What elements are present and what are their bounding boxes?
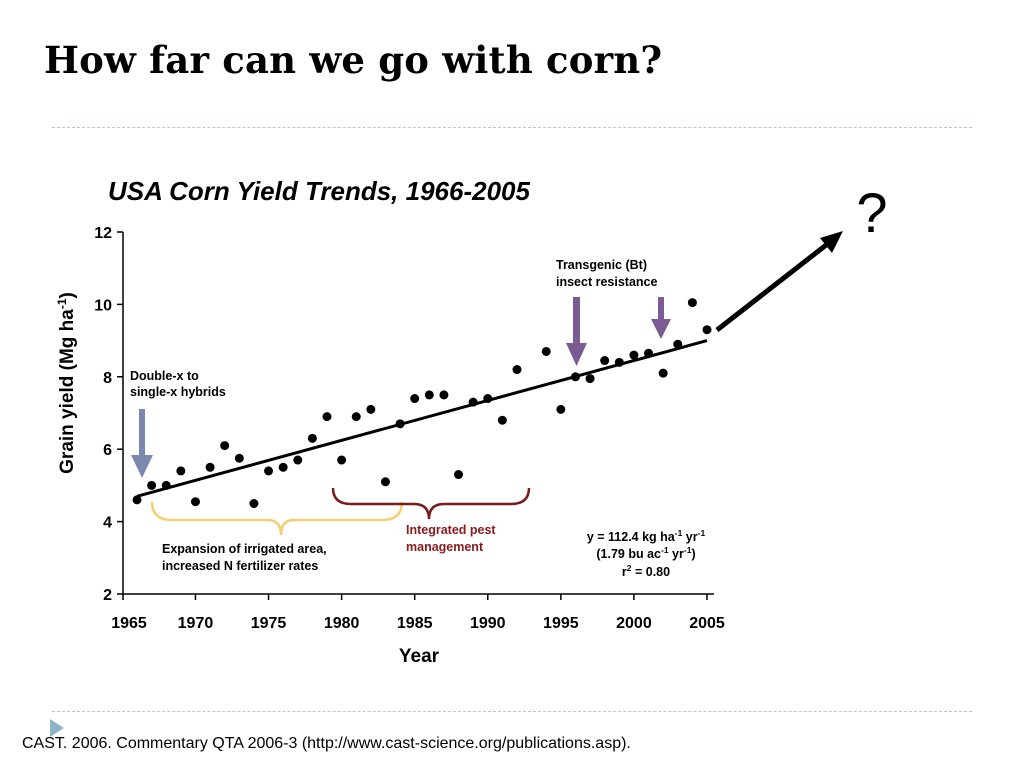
y-tick-label: 4 (103, 515, 112, 532)
data-point (234, 453, 244, 463)
data-point (337, 455, 347, 465)
bt-arrow-2002 (651, 297, 671, 339)
x-tick-label: 2005 (689, 615, 725, 632)
data-point (190, 497, 200, 507)
question-mark: ? (856, 181, 887, 244)
data-point (351, 412, 361, 422)
data-point (556, 404, 566, 414)
annotation-irrigation: Expansion of irrigated area, increased N… (162, 542, 330, 573)
hybrids-arrow (131, 409, 153, 478)
data-point (205, 462, 215, 472)
y-tick-label: 12 (94, 225, 112, 242)
x-axis-label: Year (399, 646, 440, 667)
trend-line (136, 339, 708, 498)
data-point (687, 298, 697, 308)
data-point (264, 466, 274, 476)
data-point (410, 394, 420, 404)
data-point (424, 390, 434, 400)
data-point (322, 412, 332, 422)
data-point (293, 455, 303, 465)
x-tick-label: 1970 (178, 615, 214, 632)
bullet-triangle-icon (50, 719, 64, 737)
data-point (439, 390, 449, 400)
y-tick-label: 6 (103, 442, 112, 459)
data-point (483, 394, 493, 404)
annotation-bt: Transgenic (Bt) insect resistance (556, 258, 657, 289)
data-point (380, 477, 390, 487)
data-point (278, 462, 288, 472)
x-tick-label: 1980 (324, 615, 360, 632)
data-point (132, 495, 142, 505)
data-point (147, 480, 157, 490)
x-tick-label: 1985 (397, 615, 433, 632)
bottom-divider (52, 711, 972, 712)
data-point (658, 368, 668, 378)
y-axis-label: Grain yield (Mg ha-1) (55, 292, 78, 474)
data-point (220, 441, 230, 451)
slide-title: How far can we go with corn? (44, 38, 663, 82)
data-point (307, 433, 317, 443)
data-point (512, 365, 522, 375)
data-point (497, 415, 507, 425)
bt-arrow-1996 (566, 297, 587, 366)
ipm-brace (331, 487, 531, 520)
x-tick-label: 1975 (251, 615, 287, 632)
data-point (585, 374, 595, 384)
annotation-ipm: Integrated pest management (406, 523, 499, 554)
data-point (176, 466, 186, 476)
y-tick-label: 10 (94, 297, 112, 314)
top-divider (52, 127, 972, 128)
y-tick-label: 8 (103, 370, 112, 387)
data-point (570, 372, 580, 382)
data-point (644, 348, 654, 358)
irrigation-brace (150, 501, 404, 536)
data-point (541, 346, 551, 356)
data-point (395, 419, 405, 429)
regression-r-squared: r2 = 0.80 (622, 563, 670, 579)
data-point (468, 397, 478, 407)
data-point (161, 480, 171, 490)
data-point (249, 499, 259, 508)
regression-equation-line1: y = 112.4 kg ha-1 yr-1 (587, 528, 706, 544)
citation-text: CAST. 2006. Commentary QTA 2006-3 (http:… (22, 735, 631, 752)
x-tick-label: 2000 (616, 615, 652, 632)
regression-equation-line2: (1.79 bu ac-1 yr-1) (596, 545, 695, 561)
data-point (600, 356, 610, 366)
data-point (454, 470, 464, 480)
data-point (629, 350, 639, 360)
x-tick-label: 1965 (111, 615, 147, 632)
data-point (673, 339, 683, 349)
data-point (702, 325, 712, 335)
future-trend-arrow (715, 231, 843, 332)
annotation-hybrids: Double-x to single-x hybrids (130, 369, 226, 399)
data-point (614, 357, 624, 367)
x-tick-label: 1990 (470, 615, 506, 632)
chart-title: USA Corn Yield Trends, 1966-2005 (108, 176, 530, 206)
x-tick-label: 1995 (543, 615, 579, 632)
data-point (366, 404, 376, 414)
y-tick-label: 2 (103, 587, 112, 604)
